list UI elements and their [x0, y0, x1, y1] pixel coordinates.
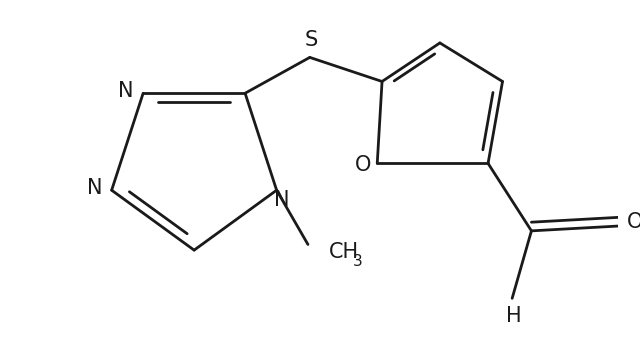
Text: CH: CH [329, 242, 359, 262]
Text: 3: 3 [353, 254, 363, 269]
Text: O: O [627, 212, 640, 232]
Text: N: N [274, 190, 289, 210]
Text: N: N [86, 178, 102, 198]
Text: H: H [506, 306, 522, 326]
Text: O: O [355, 155, 371, 175]
Text: S: S [305, 30, 318, 50]
Text: N: N [118, 81, 134, 101]
